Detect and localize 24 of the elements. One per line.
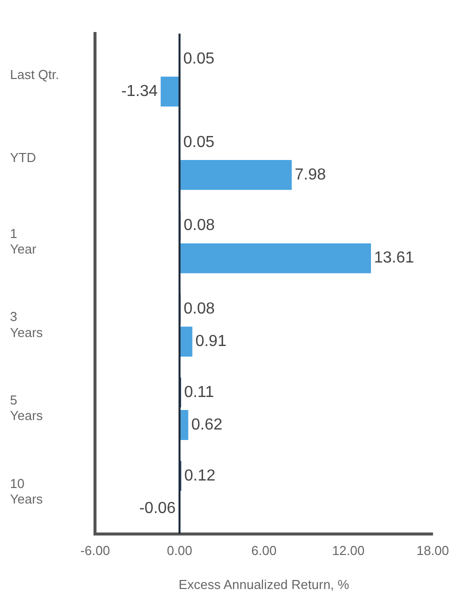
- y-tick-label: 3 Years: [10, 309, 44, 340]
- y-tick-label: Last Qtr.: [10, 66, 60, 82]
- data-label: 0.05: [183, 50, 214, 68]
- y-tick-label: 1 Year: [10, 226, 37, 256]
- data-label: 0.11: [184, 384, 214, 401]
- data-label: 13.61: [374, 250, 414, 267]
- data-label: 0.62: [191, 416, 222, 434]
- data-label: 7.98: [294, 166, 326, 184]
- data-label: 0.08: [184, 300, 215, 318]
- data-label: 0.05: [183, 134, 214, 151]
- x-tick-label: 6.00: [251, 543, 277, 558]
- x-axis-title: Excess Annualized Return, %: [178, 576, 350, 592]
- x-tick-label: 18.00: [416, 543, 450, 558]
- x-tick-label: 12.00: [332, 543, 365, 558]
- data-label: -0.06: [139, 500, 176, 517]
- x-tick-label: -6.00: [80, 543, 110, 558]
- y-tick-label: YTD: [10, 150, 36, 166]
- data-label: 0.08: [184, 217, 215, 234]
- x-tick-label: 0.00: [166, 543, 192, 558]
- data-label: 0.91: [195, 333, 227, 350]
- data-label: -1.34: [121, 82, 158, 100]
- data-label: 0.12: [184, 467, 216, 484]
- y-tick-label: 10 Years: [10, 476, 44, 506]
- y-tick-label: 5 Years: [10, 392, 44, 424]
